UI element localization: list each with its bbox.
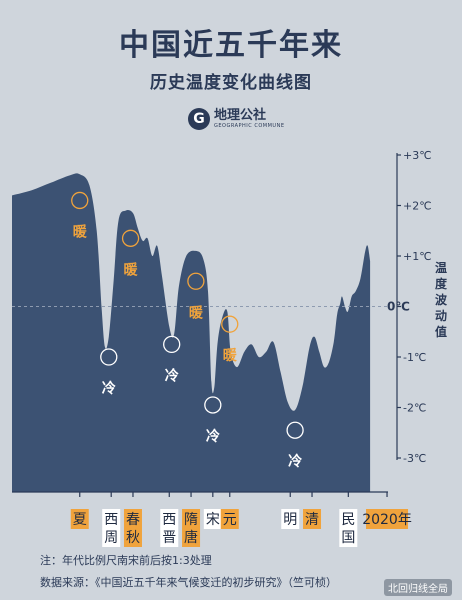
era-label: 夏	[73, 512, 87, 528]
y-tick-label: -2℃	[403, 402, 426, 415]
logo-name: 地理公社	[214, 108, 267, 123]
era-label: 隋	[184, 512, 198, 528]
era-label: 明	[283, 512, 297, 528]
annotation-state: 暖	[223, 347, 238, 364]
annotation-state: 暖	[73, 223, 88, 240]
page-subtitle: 历史温度变化曲线图	[150, 73, 312, 93]
era-label: 国	[341, 530, 355, 546]
annotation-marker	[71, 191, 89, 210]
era-label: 民	[341, 512, 355, 528]
page-title: 中国近五千年来	[119, 28, 343, 63]
era-label: 元	[223, 512, 237, 528]
era-label-box	[220, 509, 239, 529]
era-label: 2020年	[362, 512, 412, 528]
annotation-marker	[204, 396, 222, 414]
annotation-state: 冷	[288, 453, 302, 470]
era-label-box	[366, 509, 409, 529]
y-tick-label: -3℃	[403, 452, 426, 465]
era-label: 唐	[184, 529, 198, 546]
y-tick-label: +1℃	[403, 250, 432, 263]
era-label: 西	[162, 512, 176, 528]
y-tick-label: +2℃	[403, 200, 432, 213]
temperature-area	[12, 173, 371, 493]
y-tick-label: -1℃	[403, 351, 426, 364]
data-source: 数据来源：《中国近五千年来气候变迁的初步研究》（竺可桢）	[40, 576, 337, 589]
era-label: 周	[104, 530, 118, 546]
annotation-state: 暖	[124, 261, 139, 278]
annotation-marker	[100, 348, 118, 366]
era-label-box	[102, 509, 121, 547]
annotation-state: 冷	[102, 380, 116, 397]
logo-icon: G	[188, 108, 210, 130]
watermark: 北回归线全局	[384, 579, 452, 596]
annotation-state: 冷	[165, 367, 179, 384]
era-label-box	[160, 509, 179, 547]
era-label-box	[203, 509, 222, 529]
chart-note: 注：年代比例尺南宋前后按1:3处理	[40, 554, 212, 567]
era-label-box	[339, 509, 358, 547]
era-label-box	[70, 509, 89, 529]
era-label: 春	[126, 512, 140, 528]
logo-subtitle: GEOGRAPHIC COMMUNE	[214, 123, 285, 129]
annotation-marker	[221, 315, 239, 333]
annotation-marker	[187, 272, 205, 290]
annotation-state: 冷	[206, 428, 220, 445]
era-label-box	[182, 509, 201, 547]
y-tick-label: 0℃	[387, 300, 410, 314]
era-label-box	[123, 509, 142, 547]
era-label: 宋	[206, 512, 220, 528]
annotation-state: 暖	[189, 304, 204, 321]
annotation-marker	[163, 335, 181, 354]
era-label: 秋	[126, 530, 140, 546]
y-tick-label: +3℃	[403, 149, 432, 162]
era-label: 西	[104, 512, 118, 528]
era-label-box	[303, 509, 322, 529]
brand-logo: G 地理公社 GEOGRAPHIC COMMUNE	[188, 108, 284, 130]
era-label: 晋	[162, 530, 176, 546]
era-label: 清	[305, 512, 319, 528]
y-axis-label: 温度波动值	[435, 261, 448, 339]
annotation-marker	[121, 229, 140, 247]
era-label-box	[281, 509, 300, 529]
annotation-marker	[286, 421, 304, 439]
